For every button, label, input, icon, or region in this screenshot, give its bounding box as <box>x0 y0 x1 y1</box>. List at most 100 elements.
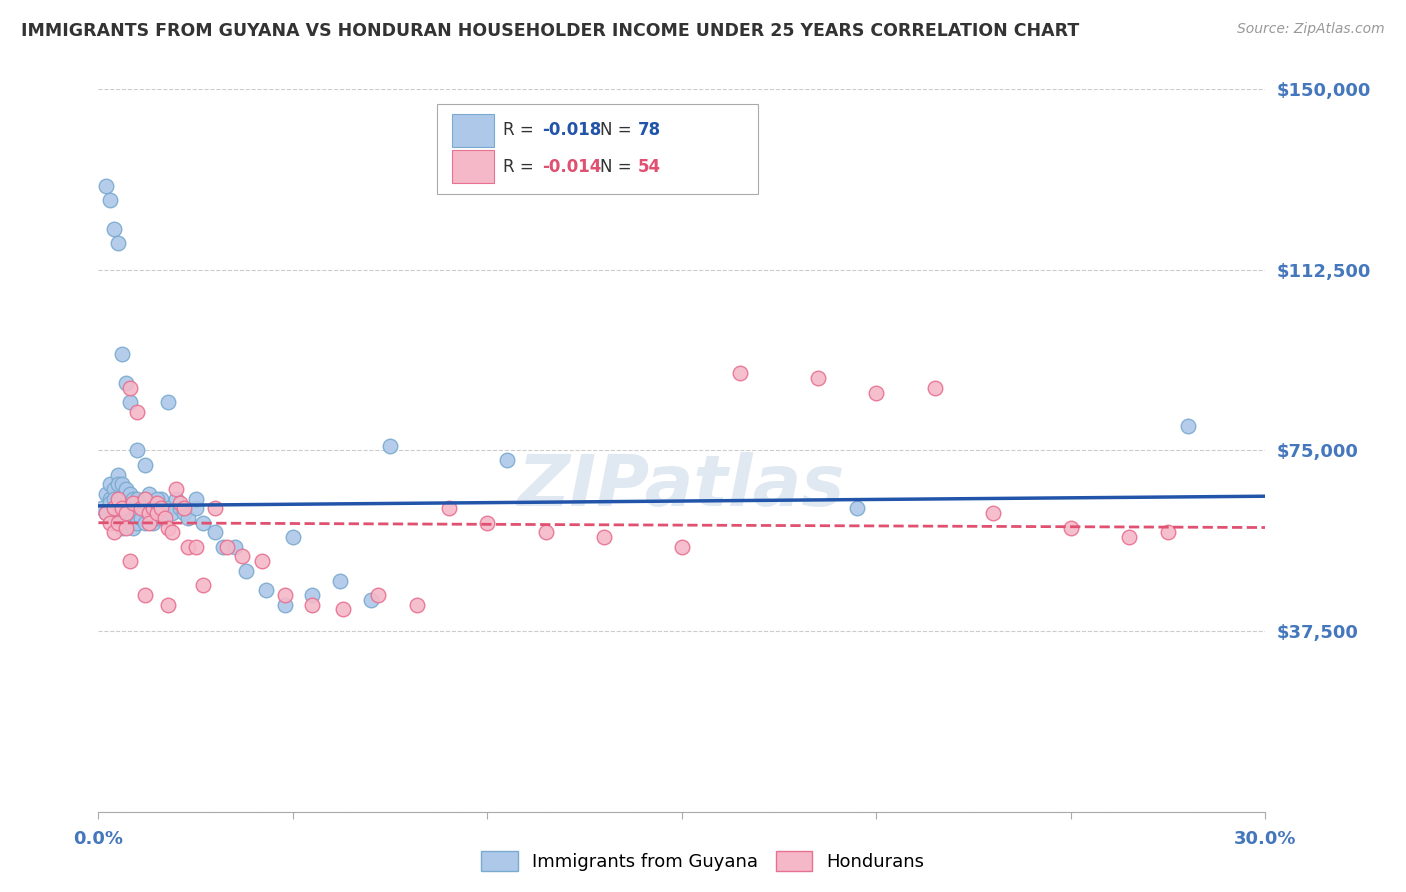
Point <box>118 554 141 568</box>
Point <box>118 381 141 395</box>
Text: R =: R = <box>503 158 540 176</box>
Point <box>162 506 184 520</box>
Point <box>134 516 156 530</box>
Text: ZIPatlas: ZIPatlas <box>519 452 845 521</box>
Point <box>114 496 136 510</box>
Point <box>114 506 136 520</box>
Point <box>193 578 215 592</box>
Point <box>96 506 118 520</box>
Point <box>118 501 141 516</box>
Point <box>114 511 136 525</box>
Point <box>157 501 180 516</box>
Point <box>173 501 195 516</box>
Point <box>730 367 752 381</box>
Point <box>165 482 187 496</box>
Point <box>169 501 191 516</box>
Point <box>114 482 136 496</box>
Point <box>103 501 125 516</box>
Point <box>1177 419 1199 434</box>
Point <box>111 491 134 506</box>
Point <box>204 525 226 540</box>
Point <box>1157 525 1180 540</box>
Point <box>153 511 176 525</box>
Point <box>127 491 149 506</box>
Point <box>301 598 323 612</box>
Point <box>111 511 134 525</box>
Point <box>127 443 149 458</box>
Point <box>157 395 180 409</box>
Point <box>142 506 165 520</box>
Text: 78: 78 <box>637 121 661 139</box>
Point <box>165 491 187 506</box>
Point <box>127 506 149 520</box>
Point <box>111 501 134 516</box>
Point <box>224 540 246 554</box>
Text: -0.014: -0.014 <box>541 158 602 176</box>
Point <box>122 496 145 510</box>
Point <box>98 477 121 491</box>
Point <box>177 540 200 554</box>
Point <box>360 592 382 607</box>
Text: N =: N = <box>600 158 637 176</box>
Point <box>250 554 273 568</box>
Point <box>149 501 172 516</box>
Point <box>671 540 693 554</box>
FancyBboxPatch shape <box>451 114 494 147</box>
Point <box>129 511 152 525</box>
Point <box>235 564 257 578</box>
Point <box>281 530 304 544</box>
Point <box>107 496 129 510</box>
Point <box>924 381 946 395</box>
Legend: Immigrants from Guyana, Hondurans: Immigrants from Guyana, Hondurans <box>474 844 932 879</box>
Point <box>173 506 195 520</box>
Point <box>122 491 145 506</box>
Point <box>329 574 352 588</box>
Point <box>118 516 141 530</box>
Point <box>96 178 118 193</box>
Point <box>103 222 125 236</box>
Point <box>1118 530 1140 544</box>
Text: 54: 54 <box>637 158 661 176</box>
Point <box>184 501 207 516</box>
Point <box>274 598 297 612</box>
Point <box>1060 520 1083 534</box>
Point <box>149 491 172 506</box>
Point <box>103 525 125 540</box>
Point <box>134 501 156 516</box>
Point <box>177 511 200 525</box>
Text: R =: R = <box>503 121 540 139</box>
Point <box>496 453 519 467</box>
Point <box>122 501 145 516</box>
Point <box>107 236 129 251</box>
Point <box>846 501 869 516</box>
Point <box>127 516 149 530</box>
Point <box>91 501 114 516</box>
Point <box>134 491 156 506</box>
Point <box>114 376 136 390</box>
Point <box>146 496 169 510</box>
Point <box>98 193 121 207</box>
Point <box>118 487 141 501</box>
Point <box>406 598 429 612</box>
Point <box>146 506 169 520</box>
Point <box>103 482 125 496</box>
Text: IMMIGRANTS FROM GUYANA VS HONDURAN HOUSEHOLDER INCOME UNDER 25 YEARS CORRELATION: IMMIGRANTS FROM GUYANA VS HONDURAN HOUSE… <box>21 22 1080 40</box>
Point <box>134 588 156 602</box>
Point <box>127 405 149 419</box>
FancyBboxPatch shape <box>451 150 494 183</box>
Point <box>111 477 134 491</box>
Point <box>157 598 180 612</box>
Point <box>193 516 215 530</box>
Point <box>111 501 134 516</box>
Point <box>162 525 184 540</box>
Point <box>153 506 176 520</box>
Point <box>332 602 354 616</box>
Point <box>593 530 616 544</box>
Point <box>301 588 323 602</box>
Point <box>477 516 499 530</box>
Point <box>215 540 238 554</box>
Point <box>367 588 389 602</box>
Text: -0.018: -0.018 <box>541 121 602 139</box>
Point <box>169 496 191 510</box>
Point <box>122 520 145 534</box>
